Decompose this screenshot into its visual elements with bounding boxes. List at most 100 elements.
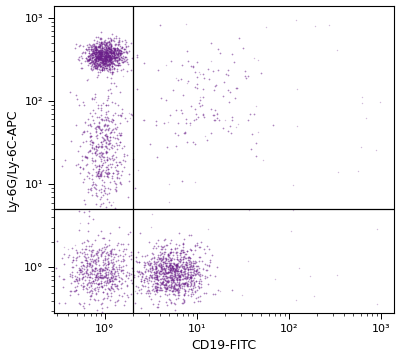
Point: [90, 279, 96, 284]
Point: [97, 274, 103, 280]
Point: [112, 121, 118, 127]
Point: [94, 147, 100, 153]
Point: [139, 253, 145, 259]
Point: [180, 276, 186, 282]
Point: [170, 273, 177, 279]
Point: [102, 52, 108, 58]
Point: [111, 66, 117, 72]
Point: [104, 279, 110, 284]
Point: [173, 287, 179, 292]
Point: [86, 175, 92, 181]
Point: [102, 42, 108, 47]
Point: [193, 260, 200, 265]
Point: [167, 284, 173, 289]
Point: [80, 102, 87, 108]
Point: [149, 211, 156, 217]
Point: [92, 65, 99, 71]
Point: [182, 262, 189, 267]
Point: [182, 313, 189, 319]
Point: [168, 257, 174, 263]
Point: [110, 266, 116, 271]
Point: [162, 288, 168, 294]
Point: [109, 127, 116, 133]
Point: [120, 271, 126, 276]
Point: [125, 231, 131, 237]
Point: [198, 258, 205, 263]
Point: [182, 289, 188, 294]
Point: [196, 254, 202, 260]
Point: [77, 42, 84, 48]
Point: [138, 282, 145, 288]
Point: [119, 38, 125, 44]
Point: [86, 57, 92, 62]
Point: [108, 249, 114, 255]
Point: [113, 258, 119, 264]
Point: [103, 144, 109, 150]
Point: [95, 249, 101, 255]
Point: [91, 50, 98, 56]
Point: [182, 271, 188, 276]
Point: [108, 142, 115, 148]
Point: [140, 279, 147, 285]
Point: [181, 283, 187, 289]
Point: [104, 62, 111, 68]
Point: [109, 278, 115, 284]
Point: [119, 44, 126, 50]
Point: [159, 279, 165, 285]
Point: [160, 279, 166, 285]
Point: [101, 122, 107, 128]
Point: [184, 278, 191, 284]
Point: [118, 50, 124, 56]
Point: [92, 110, 98, 116]
Point: [158, 270, 165, 276]
Point: [159, 279, 166, 284]
Point: [184, 272, 191, 277]
Point: [162, 285, 169, 291]
Point: [107, 186, 113, 192]
Point: [110, 273, 116, 279]
Point: [91, 286, 98, 291]
Point: [95, 57, 102, 63]
Point: [159, 250, 165, 255]
Point: [182, 270, 188, 276]
Point: [102, 47, 108, 53]
Point: [174, 279, 180, 285]
Point: [105, 93, 111, 98]
Point: [112, 48, 118, 53]
Point: [102, 137, 108, 142]
Point: [109, 116, 116, 122]
Point: [153, 277, 160, 282]
Point: [147, 262, 154, 268]
Point: [107, 40, 113, 45]
Point: [84, 44, 91, 50]
Point: [169, 263, 176, 269]
Point: [106, 58, 112, 63]
Point: [178, 271, 185, 277]
Point: [175, 290, 182, 295]
Point: [89, 52, 96, 57]
Point: [104, 44, 111, 49]
Point: [168, 299, 174, 305]
Point: [116, 266, 122, 271]
Point: [94, 65, 100, 71]
Point: [185, 283, 191, 289]
Point: [121, 153, 127, 159]
Point: [101, 52, 107, 57]
Point: [121, 143, 127, 149]
Point: [182, 130, 188, 136]
Point: [113, 265, 119, 270]
Point: [104, 135, 110, 141]
Point: [173, 263, 179, 269]
Point: [113, 41, 119, 47]
Point: [148, 263, 155, 268]
Point: [182, 287, 188, 293]
Point: [79, 65, 86, 71]
Point: [95, 281, 102, 287]
Point: [107, 131, 113, 136]
Point: [84, 286, 90, 292]
Point: [102, 48, 108, 54]
Point: [176, 251, 183, 256]
Point: [161, 282, 168, 288]
Point: [95, 53, 102, 58]
Point: [87, 53, 94, 58]
